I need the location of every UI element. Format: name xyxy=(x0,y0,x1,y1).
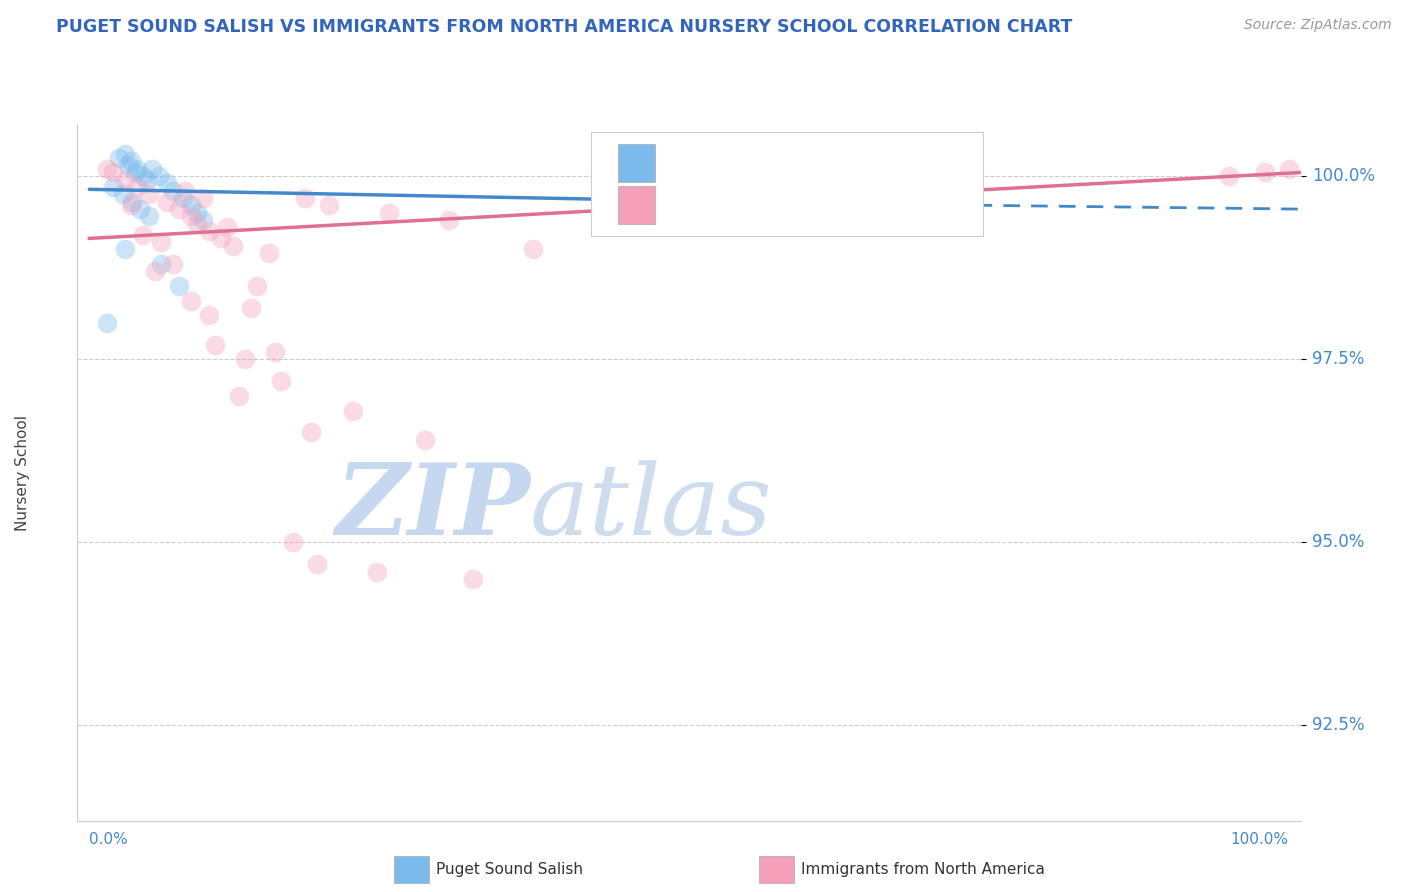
Point xyxy=(186,206,208,220)
Text: Nursery School: Nursery School xyxy=(15,415,30,531)
Point xyxy=(342,403,364,417)
Point xyxy=(103,165,125,179)
Point xyxy=(162,257,184,271)
Point xyxy=(180,198,202,212)
Point xyxy=(1253,165,1275,179)
Point xyxy=(128,202,150,216)
Point xyxy=(108,151,131,165)
Point xyxy=(204,337,226,351)
Point xyxy=(180,210,202,224)
Point xyxy=(461,572,484,586)
Text: 0.0%: 0.0% xyxy=(90,831,128,847)
Point xyxy=(114,147,136,161)
Point xyxy=(121,194,143,209)
Point xyxy=(174,184,197,198)
Point xyxy=(138,187,160,202)
Point xyxy=(120,198,142,212)
Text: 0.280: 0.280 xyxy=(721,196,780,214)
Text: 100.0%: 100.0% xyxy=(1312,167,1375,186)
Text: atlas: atlas xyxy=(530,460,773,555)
Point xyxy=(186,217,208,231)
Point xyxy=(127,180,149,194)
Point xyxy=(120,154,142,169)
Point xyxy=(169,279,191,293)
Point xyxy=(103,180,125,194)
Point xyxy=(96,161,118,176)
Point xyxy=(114,173,136,187)
Point xyxy=(257,246,280,260)
Point xyxy=(299,425,322,440)
Point xyxy=(150,235,173,249)
Point xyxy=(111,187,134,202)
Point xyxy=(148,169,170,183)
Point xyxy=(135,173,157,187)
Point xyxy=(366,565,388,579)
Point xyxy=(228,389,250,403)
Point xyxy=(240,301,263,315)
Point xyxy=(264,345,287,359)
Point xyxy=(246,279,269,293)
FancyBboxPatch shape xyxy=(619,144,655,182)
Point xyxy=(1277,161,1299,176)
Text: R =: R = xyxy=(665,196,700,214)
Point xyxy=(222,238,245,252)
Point xyxy=(522,243,544,257)
Text: Source: ZipAtlas.com: Source: ZipAtlas.com xyxy=(1244,18,1392,32)
Point xyxy=(150,257,173,271)
Text: 92.5%: 92.5% xyxy=(1312,716,1364,734)
Point xyxy=(294,191,316,205)
Text: Immigrants from North America: Immigrants from North America xyxy=(801,863,1045,877)
Point xyxy=(156,177,179,191)
Text: N = 46: N = 46 xyxy=(820,196,882,214)
Point xyxy=(378,206,401,220)
Text: N = 26: N = 26 xyxy=(820,154,882,172)
Point xyxy=(141,161,163,176)
Point xyxy=(132,169,155,183)
Point xyxy=(198,224,221,238)
Point xyxy=(180,293,202,308)
Point xyxy=(124,165,146,179)
Point xyxy=(318,198,340,212)
Point xyxy=(209,231,232,245)
Point xyxy=(198,308,221,322)
Point xyxy=(127,161,149,176)
Point xyxy=(641,187,664,202)
Point xyxy=(233,352,256,367)
Text: 95.0%: 95.0% xyxy=(1312,533,1364,551)
Point xyxy=(114,243,136,257)
Text: 100.0%: 100.0% xyxy=(1230,831,1288,847)
Text: Puget Sound Salish: Puget Sound Salish xyxy=(436,863,583,877)
Point xyxy=(617,191,640,205)
Point xyxy=(1218,169,1240,183)
FancyBboxPatch shape xyxy=(591,132,983,236)
Point xyxy=(193,191,215,205)
Text: PUGET SOUND SALISH VS IMMIGRANTS FROM NORTH AMERICA NURSERY SCHOOL CORRELATION C: PUGET SOUND SALISH VS IMMIGRANTS FROM NO… xyxy=(56,18,1073,36)
Text: -0.067: -0.067 xyxy=(721,154,782,172)
FancyBboxPatch shape xyxy=(619,186,655,224)
Point xyxy=(413,433,436,447)
Text: 97.5%: 97.5% xyxy=(1312,351,1364,368)
Point xyxy=(217,220,239,235)
Point xyxy=(283,535,305,549)
Point xyxy=(437,213,460,227)
Point xyxy=(132,227,155,242)
Point xyxy=(162,184,184,198)
Point xyxy=(156,194,179,209)
Text: ZIP: ZIP xyxy=(335,459,530,556)
Point xyxy=(143,264,166,278)
Point xyxy=(117,158,139,172)
Point xyxy=(193,213,215,227)
Point xyxy=(270,374,292,388)
Point xyxy=(96,316,118,330)
Text: R =: R = xyxy=(665,154,700,172)
Point xyxy=(138,210,160,224)
Point xyxy=(172,191,194,205)
Point xyxy=(307,558,329,572)
Point xyxy=(169,202,191,216)
